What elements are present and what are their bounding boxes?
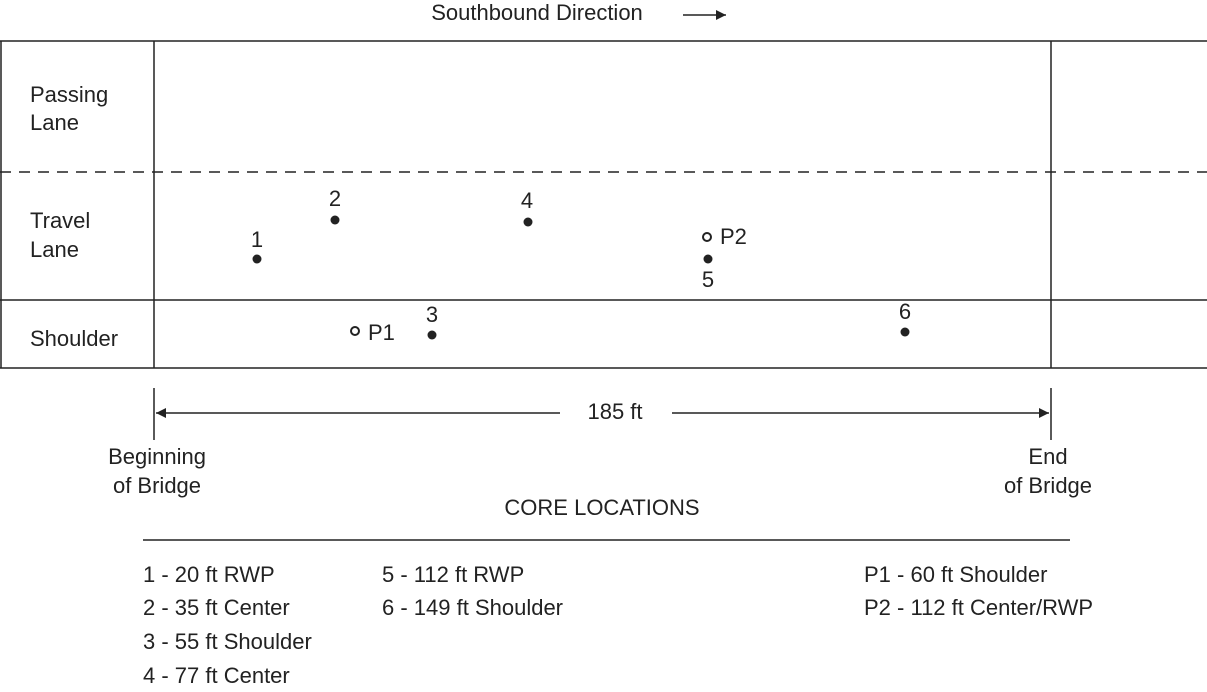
core-point xyxy=(523,217,533,227)
legend-entry: 4 - 77 ft Center xyxy=(143,663,290,688)
dimension xyxy=(153,388,1052,440)
legend-entry: 3 - 55 ft Shoulder xyxy=(143,629,312,654)
point-label: 3 xyxy=(426,302,438,327)
bridge-box xyxy=(0,40,1207,369)
core-point xyxy=(330,215,340,225)
legend: 1 - 20 ft RWP 2 - 35 ft Center 3 - 55 ft S… xyxy=(143,562,1093,688)
legend-entry: 1 - 20 ft RWP xyxy=(143,562,275,587)
bridge-start: Beginning xyxy=(108,444,206,469)
core-point xyxy=(900,327,910,337)
legend-entry: P1 - 60 ft Shoulder xyxy=(864,562,1047,587)
core-point xyxy=(427,330,437,340)
point-label: 6 xyxy=(899,299,911,324)
lane-label: Passing xyxy=(30,82,108,107)
lane-label: Travel xyxy=(30,208,90,233)
point-label: 5 xyxy=(702,267,714,292)
core-points: 1 2 3 4 5 6 P1 P2 xyxy=(251,186,911,345)
lane-label: Lane xyxy=(30,237,79,262)
bridge-start: of Bridge xyxy=(113,473,201,498)
core-point-open xyxy=(350,326,360,336)
title: Southbound Direction xyxy=(431,0,643,25)
core-point xyxy=(703,254,713,264)
legend-entry: 2 - 35 ft Center xyxy=(143,595,290,620)
bridge-end: of Bridge xyxy=(1004,473,1092,498)
bridge-end: End xyxy=(1028,444,1067,469)
point-label: 1 xyxy=(251,227,263,252)
legend-entry: P2 - 112 ft Center/RWP xyxy=(864,595,1093,620)
legend-title: CORE LOCATIONS xyxy=(504,495,699,520)
dimension-label: 185 ft xyxy=(587,399,642,424)
point-label: 4 xyxy=(521,188,533,213)
core-point xyxy=(252,254,262,264)
point-label: 2 xyxy=(329,186,341,211)
lane-label: Lane xyxy=(30,110,79,135)
point-label: P1 xyxy=(368,320,395,345)
legend-entry: 5 - 112 ft RWP xyxy=(382,562,524,587)
core-point-open xyxy=(702,232,712,242)
lane-label: Shoulder xyxy=(30,326,118,351)
legend-entry: 6 - 149 ft Shoulder xyxy=(382,595,563,620)
point-label: P2 xyxy=(720,224,747,249)
